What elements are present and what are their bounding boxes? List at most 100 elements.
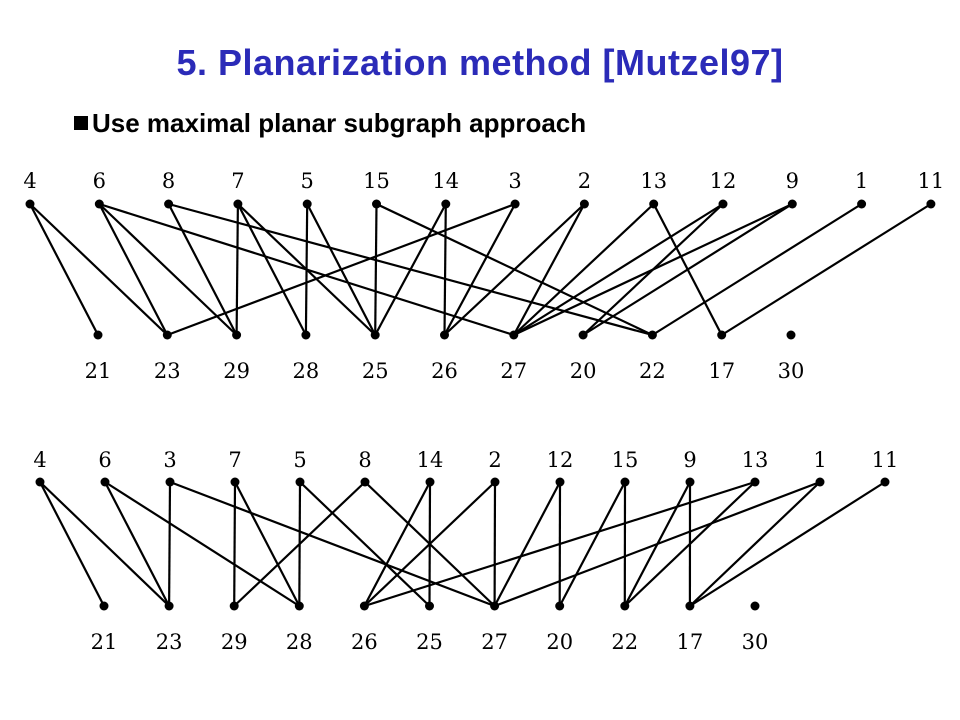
bottom-vertex (786, 330, 796, 340)
top-vertex-label: 3 (163, 448, 176, 472)
edge (169, 480, 495, 608)
edge (363, 481, 496, 607)
top-vertex-label: 5 (293, 448, 306, 472)
page-title: 5. Planarization method [Mutzel97] (176, 42, 784, 83)
edge (236, 203, 307, 336)
top-vertex-label: 1 (855, 169, 868, 193)
top-vertex (35, 477, 45, 487)
top-vertex-label: 13 (640, 169, 667, 193)
edge (689, 481, 821, 607)
top-vertex (360, 477, 370, 487)
top-vertex (718, 199, 728, 209)
edge (443, 203, 447, 336)
top-vertex-label: 5 (301, 169, 314, 193)
bottom-vertex (555, 601, 565, 611)
bottom-vertex-label: 22 (639, 359, 666, 383)
top-vertex-label: 4 (23, 169, 36, 193)
edge (98, 203, 169, 336)
top-vertex-label: 1 (813, 448, 826, 472)
bottom-vertex-label: 28 (293, 359, 320, 383)
bottom-vertex (620, 601, 630, 611)
bottom-vertex (301, 330, 311, 340)
edge (299, 481, 431, 607)
bottom-vertex (359, 601, 369, 611)
edge (443, 203, 517, 336)
top-vertex-label: 15 (612, 448, 639, 472)
edge (374, 203, 447, 336)
top-vertex-label: 6 (93, 169, 106, 193)
bottom-vertex (164, 601, 174, 611)
edge (39, 481, 105, 607)
top-vertex-label: 15 (363, 169, 390, 193)
bottom-vertex-label: 23 (156, 630, 183, 654)
bottom-vertex-label: 27 (481, 630, 508, 654)
edge (98, 203, 238, 336)
bottom-vertex (229, 601, 239, 611)
top-vertex-label: 7 (228, 448, 241, 472)
top-vertex (490, 477, 500, 487)
bottom-vertex-label: 22 (611, 630, 638, 654)
bottom-vertex-label: 28 (286, 630, 313, 654)
top-vertex-label: 12 (710, 169, 737, 193)
top-vertex (233, 199, 243, 209)
bottom-vertex (578, 330, 588, 340)
top-vertex-label: 8 (358, 448, 371, 472)
top-vertex-label: 8 (162, 169, 175, 193)
top-vertex (230, 477, 240, 487)
bullet-item: Use maximal planar subgraph approach (74, 106, 586, 140)
edge (374, 203, 378, 336)
top-vertex (685, 477, 695, 487)
top-vertex-label: 12 (547, 448, 574, 472)
bottom-vertex-label: 23 (154, 359, 181, 383)
top-vertex (25, 199, 35, 209)
edge (39, 481, 170, 607)
top-vertex-label: 3 (508, 169, 521, 193)
top-vertex (620, 477, 630, 487)
bottom-vertex (425, 601, 434, 611)
top-vertex (926, 199, 936, 209)
top-vertex-label: 4 (33, 448, 46, 472)
bottom-vertex-label: 25 (362, 359, 389, 383)
edge (363, 481, 431, 607)
top-vertex (649, 199, 659, 209)
top-vertex-label: 11 (918, 169, 945, 193)
edge (689, 481, 886, 607)
bottom-vertex-label: 30 (778, 359, 805, 383)
top-vertex (165, 477, 175, 487)
top-vertex (579, 199, 589, 209)
bottom-vertex-label: 17 (708, 359, 735, 383)
bottom-vertex (647, 330, 657, 340)
edge (513, 203, 724, 336)
edge (513, 203, 655, 336)
bottom-vertex (717, 330, 727, 340)
top-vertex-label: 6 (98, 448, 111, 472)
bottom-vertex (294, 601, 304, 611)
edge (513, 203, 793, 336)
edge (558, 481, 626, 607)
edge (166, 202, 516, 337)
bullet-square-icon (74, 116, 88, 130)
edge (235, 203, 239, 336)
top-vertex (295, 477, 305, 487)
edge (364, 480, 756, 608)
bottom-vertex-label: 21 (91, 630, 118, 654)
edge (167, 203, 238, 336)
top-vertex-label: 14 (417, 448, 444, 472)
top-vertex (441, 199, 451, 209)
bottom-vertex-label: 17 (677, 630, 704, 654)
top-vertex-label: 9 (683, 448, 696, 472)
bottom-vertex-label: 30 (742, 630, 769, 654)
bottom-vertex (490, 601, 500, 611)
edge (512, 203, 586, 336)
edge (443, 203, 586, 336)
edge (234, 481, 301, 607)
top-vertex (94, 199, 104, 209)
bottom-vertex-label: 26 (431, 359, 458, 383)
bottom-vertex-label: 27 (500, 359, 527, 383)
top-vertex-label: 9 (786, 169, 799, 193)
edge (624, 481, 756, 607)
edge (29, 203, 169, 336)
top-vertex (787, 199, 797, 209)
bottom-vertex-label: 29 (223, 359, 250, 383)
